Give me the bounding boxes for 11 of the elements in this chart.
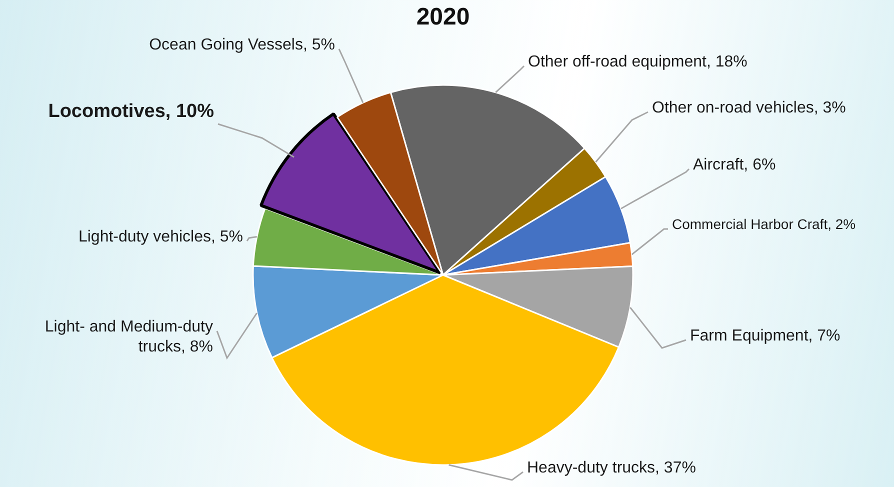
slice-label: Light-duty vehicles, 5% — [78, 228, 243, 246]
slice-label: Ocean Going Vessels, 5% — [149, 36, 335, 54]
slice-label: Aircraft, 6% — [693, 156, 776, 174]
slice-label: Other off-road equipment, 18% — [528, 53, 748, 70]
slice-label: Light- and Medium-duty trucks, 8% — [44, 318, 213, 356]
chart-title: 2020 — [416, 4, 470, 31]
slice-label: Locomotives, 10% — [48, 101, 214, 122]
slice-label: Commercial Harbor Craft, 2% — [672, 216, 856, 232]
slice-label: Heavy-duty trucks, 37% — [527, 459, 696, 476]
slice-label: Other on-road vehicles, 3% — [652, 99, 846, 116]
slice-label: Farm Equipment, 7% — [690, 327, 840, 344]
